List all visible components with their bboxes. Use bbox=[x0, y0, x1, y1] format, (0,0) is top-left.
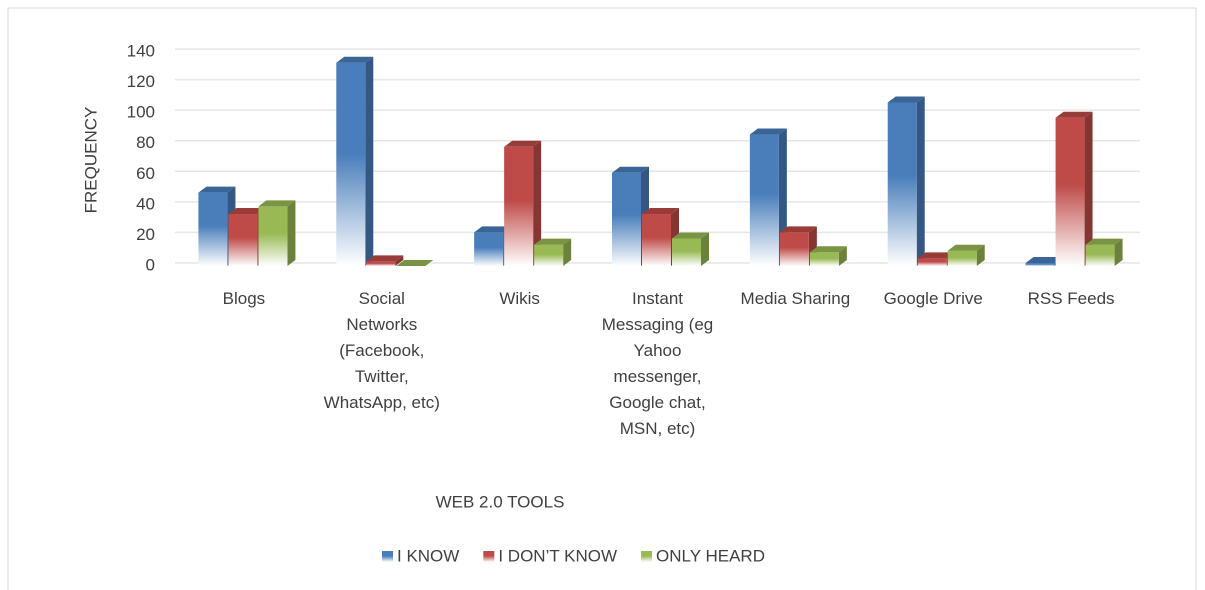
x-tick-label: Social Networks (Facebook, Twitter, What… bbox=[323, 289, 440, 412]
bar bbox=[366, 255, 404, 266]
y-tick-label: 40 bbox=[136, 194, 155, 213]
y-tick-label: 0 bbox=[146, 255, 155, 274]
bar bbox=[887, 96, 925, 266]
y-tick-label: 20 bbox=[136, 225, 155, 244]
bar-top bbox=[366, 255, 404, 262]
bar-top bbox=[947, 244, 985, 251]
y-tick-label: 140 bbox=[127, 41, 155, 60]
x-tick-label: RSS Feeds bbox=[1027, 289, 1115, 308]
chart-border bbox=[7, 7, 1197, 590]
bar-front bbox=[228, 214, 258, 266]
bar-front bbox=[917, 258, 947, 266]
legend: I KNOW I DON’T KNOW ONLY HEARD bbox=[382, 546, 765, 565]
y-tick-label: 60 bbox=[136, 164, 155, 183]
x-tick-label: Wikis bbox=[499, 289, 540, 308]
y-tick-label: 120 bbox=[127, 72, 155, 91]
bar-top bbox=[474, 226, 512, 233]
bar bbox=[947, 244, 985, 266]
bar bbox=[779, 226, 817, 266]
bar-side bbox=[916, 96, 925, 266]
bar-top bbox=[1025, 256, 1063, 263]
bar-top bbox=[1085, 238, 1123, 245]
bar-side bbox=[287, 200, 296, 266]
bar-front bbox=[258, 206, 288, 266]
x-axis-label: WEB 2.0 TOOLS bbox=[436, 492, 565, 511]
y-tick-label: 80 bbox=[136, 133, 155, 152]
bar-side bbox=[838, 246, 847, 266]
bar-front bbox=[1055, 117, 1085, 266]
x-tick-label: Blogs bbox=[222, 289, 266, 308]
bar-side bbox=[976, 244, 985, 266]
bar bbox=[534, 238, 572, 266]
bar-top bbox=[336, 56, 374, 63]
y-tick-label: 100 bbox=[127, 103, 155, 122]
bar-top bbox=[534, 238, 572, 245]
bar-top bbox=[887, 96, 925, 103]
legend-label: I DON’T KNOW bbox=[498, 546, 617, 565]
bar bbox=[258, 200, 296, 266]
bar-top bbox=[917, 252, 955, 259]
legend-label: I KNOW bbox=[397, 546, 459, 565]
bar-front bbox=[1025, 262, 1055, 266]
bar-front bbox=[779, 232, 809, 266]
bar-side bbox=[701, 232, 709, 266]
bar-top bbox=[198, 186, 236, 193]
bar-side bbox=[563, 238, 572, 266]
bar-top bbox=[672, 232, 709, 239]
bar-side bbox=[1084, 111, 1093, 266]
bar bbox=[396, 260, 434, 266]
bar bbox=[504, 140, 542, 266]
bar-front bbox=[947, 250, 977, 266]
bar-front bbox=[1085, 244, 1115, 266]
x-tick-label: Google Drive bbox=[883, 289, 983, 308]
bar-front bbox=[749, 134, 779, 266]
legend-swatch bbox=[382, 551, 393, 562]
bar-front bbox=[642, 214, 671, 266]
bar-side bbox=[395, 255, 404, 266]
bar bbox=[809, 246, 847, 266]
bar-top bbox=[258, 200, 296, 207]
legend-label: ONLY HEARD bbox=[656, 546, 765, 565]
bar-top bbox=[504, 140, 542, 147]
x-tick-label: Media Sharing bbox=[740, 289, 851, 308]
legend-swatch bbox=[641, 551, 653, 562]
bar bbox=[672, 232, 709, 266]
bar bbox=[336, 56, 374, 267]
bar-top bbox=[228, 208, 266, 215]
bar-top bbox=[779, 226, 817, 233]
bar-front bbox=[366, 261, 396, 266]
bar-front bbox=[887, 102, 917, 266]
bar-front bbox=[809, 252, 839, 266]
bar-top bbox=[612, 166, 649, 173]
bar-front bbox=[534, 244, 564, 266]
bar-top bbox=[809, 246, 847, 253]
bar-front bbox=[672, 238, 701, 266]
bar-front bbox=[198, 192, 228, 266]
bar-front bbox=[612, 172, 641, 266]
bar bbox=[642, 208, 679, 266]
bar-front bbox=[336, 62, 366, 267]
bar bbox=[1085, 238, 1123, 266]
bar-side bbox=[533, 140, 542, 266]
bar-top bbox=[1055, 111, 1093, 118]
y-axis-label: FREQUENCY bbox=[81, 107, 100, 214]
bar-top bbox=[749, 128, 787, 135]
bar-top bbox=[642, 208, 679, 215]
bar-front bbox=[474, 232, 504, 266]
bar-side bbox=[365, 56, 374, 267]
bar-front bbox=[504, 146, 534, 266]
bar-side bbox=[1114, 238, 1123, 266]
legend-swatch bbox=[483, 551, 495, 562]
bar-top bbox=[396, 260, 434, 266]
bar bbox=[1055, 111, 1093, 266]
x-tick-label: Instant Messaging (eg Yahoo messenger, G… bbox=[601, 289, 714, 438]
